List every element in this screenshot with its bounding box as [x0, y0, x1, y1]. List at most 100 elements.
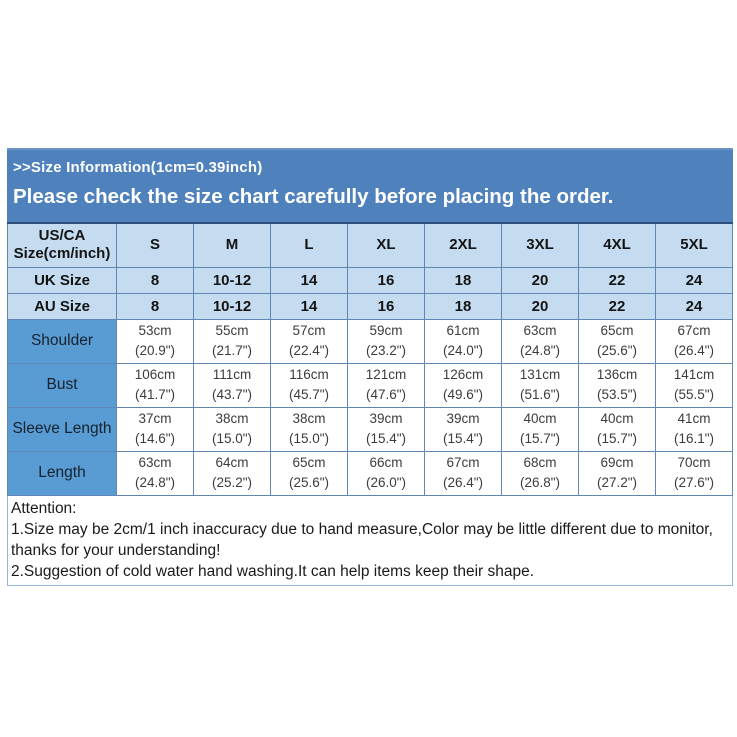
size-value-cell: 20 [501, 292, 579, 320]
size-value-cell: 24 [655, 266, 733, 294]
measurement-inch: (43.7") [211, 387, 253, 402]
measurement-inch: (24.8") [134, 475, 176, 490]
measurement-inch: (41.7") [134, 387, 176, 402]
measurement-inch: (26.8") [519, 475, 561, 490]
row-label: Bust [7, 362, 117, 408]
measurement-inch: (24.8") [519, 343, 561, 358]
measurement-cm: 39cm [446, 410, 480, 426]
measurement-cell: 141cm (55.5") [655, 362, 733, 408]
measurement-cm: 61cm [446, 322, 480, 338]
measurement-cm: 70cm [677, 454, 711, 470]
measurement-inch: (22.4") [288, 343, 330, 358]
measurement-cell: 116cm (45.7") [270, 362, 348, 408]
row-label: Sleeve Length [7, 406, 117, 452]
measurement-inch: (55.5") [673, 387, 715, 402]
measurement-cm: 67cm [446, 454, 480, 470]
measurement-cell: 64cm (25.2") [193, 450, 271, 496]
measurement-cm: 38cm [292, 410, 326, 426]
size-value-cell: 24 [655, 292, 733, 320]
measurement-inch: (53.5") [596, 387, 638, 402]
measurement-inch: (15.7") [519, 431, 561, 446]
size-column-header: 2XL [424, 222, 502, 268]
measurement-cm: 39cm [369, 410, 403, 426]
measurement-cell: 39cm (15.4") [347, 406, 425, 452]
measurement-inch: (25.6") [288, 475, 330, 490]
size-information-title: >>Size Information(1cm=0.39inch) [13, 159, 263, 176]
size-value-cell: 22 [578, 266, 656, 294]
measurement-cm: 37cm [138, 410, 172, 426]
size-value-cell: 18 [424, 292, 502, 320]
size-chart-table: US/CA Size(cm/inch) S M L XL 2XL 3XL 4XL 5XL UK … [7, 222, 733, 496]
measurement-cell: 70cm (27.6") [655, 450, 733, 496]
measurement-cell: 67cm (26.4") [424, 450, 502, 496]
measurement-cell: 69cm (27.2") [578, 450, 656, 496]
measurement-cell: 41cm (16.1") [655, 406, 733, 452]
size-info-panel: >>Size Information(1cm=0.39inch) Please … [7, 148, 733, 586]
measurement-inch: (20.9") [134, 343, 176, 358]
measurement-inch: (26.4") [673, 343, 715, 358]
size-value-cell: 10-12 [193, 266, 271, 294]
measurement-inch: (47.6") [365, 387, 407, 402]
measurement-cm: 69cm [600, 454, 634, 470]
measurement-cm: 55cm [215, 322, 249, 338]
size-column-header: 5XL [655, 222, 733, 268]
measurement-inch: (15.0") [288, 431, 330, 446]
size-value-cell: 8 [116, 292, 194, 320]
attention-heading: Attention: [11, 499, 77, 517]
measurement-cell: 59cm (23.2") [347, 318, 425, 364]
measurement-cell: 63cm (24.8") [501, 318, 579, 364]
measurement-cell: 40cm (15.7") [578, 406, 656, 452]
measurement-cm: 59cm [369, 322, 403, 338]
size-value-cell: 20 [501, 266, 579, 294]
measurement-cell: 37cm (14.6") [116, 406, 194, 452]
measurement-inch: (25.2") [211, 475, 253, 490]
measurement-cell: 131cm (51.6") [501, 362, 579, 408]
measurement-cell: 38cm (15.0") [193, 406, 271, 452]
size-column-header: S [116, 222, 194, 268]
size-value-cell: 10-12 [193, 292, 271, 320]
measurement-cell: 40cm (15.7") [501, 406, 579, 452]
row-label: AU Size [7, 292, 117, 320]
corner-header-size-unit: US/CA Size(cm/inch) [7, 222, 117, 268]
measurement-cell: 136cm (53.5") [578, 362, 656, 408]
measurement-cm: 66cm [369, 454, 403, 470]
measurement-cm: 121cm [365, 366, 407, 382]
measurement-cm: 57cm [292, 322, 326, 338]
measurement-cm: 141cm [673, 366, 715, 382]
measurement-cm: 63cm [138, 454, 172, 470]
measurement-cell: 66cm (26.0") [347, 450, 425, 496]
measurement-inch: (49.6") [442, 387, 484, 402]
measurement-cm: 40cm [523, 410, 557, 426]
measurement-row: Bust 106cm (41.7") 111cm (43.7") 116cm (45.7")… [7, 362, 733, 408]
size-column-header: XL [347, 222, 425, 268]
measurement-cm: 65cm [600, 322, 634, 338]
attention-note-1: 1.Size may be 2cm/1 inch inaccuracy due … [11, 520, 713, 559]
measurement-cell: 121cm (47.6") [347, 362, 425, 408]
measurement-cm: 68cm [523, 454, 557, 470]
measurement-cell: 38cm (15.0") [270, 406, 348, 452]
measurement-inch: (15.7") [596, 431, 638, 446]
size-value-cell: 8 [116, 266, 194, 294]
measurement-cm: 106cm [134, 366, 176, 382]
measurement-cell: 126cm (49.6") [424, 362, 502, 408]
measurement-inch: (45.7") [288, 387, 330, 402]
measurement-cell: 65cm (25.6") [578, 318, 656, 364]
measurement-cm: 65cm [292, 454, 326, 470]
size-column-header: L [270, 222, 348, 268]
row-label: Length [7, 450, 117, 496]
measurement-inch: (14.6") [134, 431, 176, 446]
size-conversion-row: UK Size 8 10-12 14 16 18 20 22 24 [7, 266, 733, 294]
measurement-inch: (15.4") [442, 431, 484, 446]
measurement-cm: 136cm [596, 366, 638, 382]
measurement-cm: 111cm [212, 366, 252, 382]
size-value-cell: 14 [270, 292, 348, 320]
row-label: Shoulder [7, 318, 117, 364]
size-value-cell: 16 [347, 292, 425, 320]
size-column-header: M [193, 222, 271, 268]
measurement-inch: (25.6") [596, 343, 638, 358]
measurement-cm: 116cm [289, 366, 329, 382]
measurement-row: Sleeve Length 37cm (14.6") 38cm (15.0") 38cm (… [7, 406, 733, 452]
measurement-row: Length 63cm (24.8") 64cm (25.2") 65cm (25.6") 6… [7, 450, 733, 496]
measurement-cm: 53cm [138, 322, 172, 338]
size-info-banner: >>Size Information(1cm=0.39inch) Please … [7, 148, 733, 222]
